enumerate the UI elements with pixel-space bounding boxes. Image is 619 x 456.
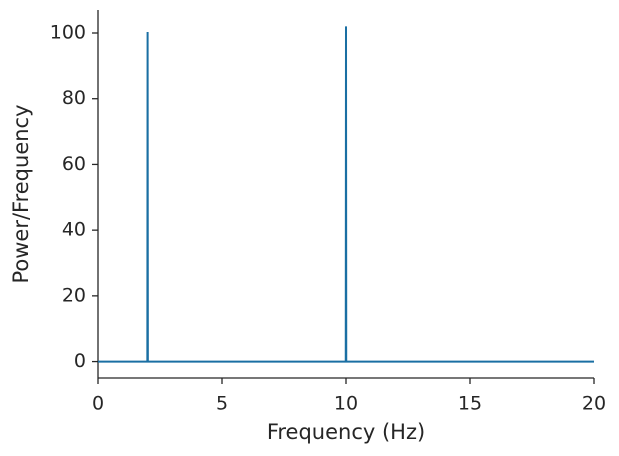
y-tick-label: 60: [62, 153, 86, 175]
y-tick-label: 40: [62, 219, 86, 241]
y-axis-title: Power/Frequency: [9, 104, 33, 283]
y-tick-label: 100: [50, 22, 86, 44]
x-tick-label: 5: [216, 393, 228, 415]
x-tick-label: 0: [92, 393, 104, 415]
y-tick-label: 80: [62, 87, 86, 109]
spectrum-line: [98, 26, 594, 363]
y-tick-label: 0: [74, 350, 86, 372]
x-tick-label: 15: [458, 393, 482, 415]
x-tick-label: 20: [582, 393, 606, 415]
x-axis-title: Frequency (Hz): [267, 420, 425, 444]
y-tick-label: 20: [62, 284, 86, 306]
x-tick-label: 10: [334, 393, 358, 415]
